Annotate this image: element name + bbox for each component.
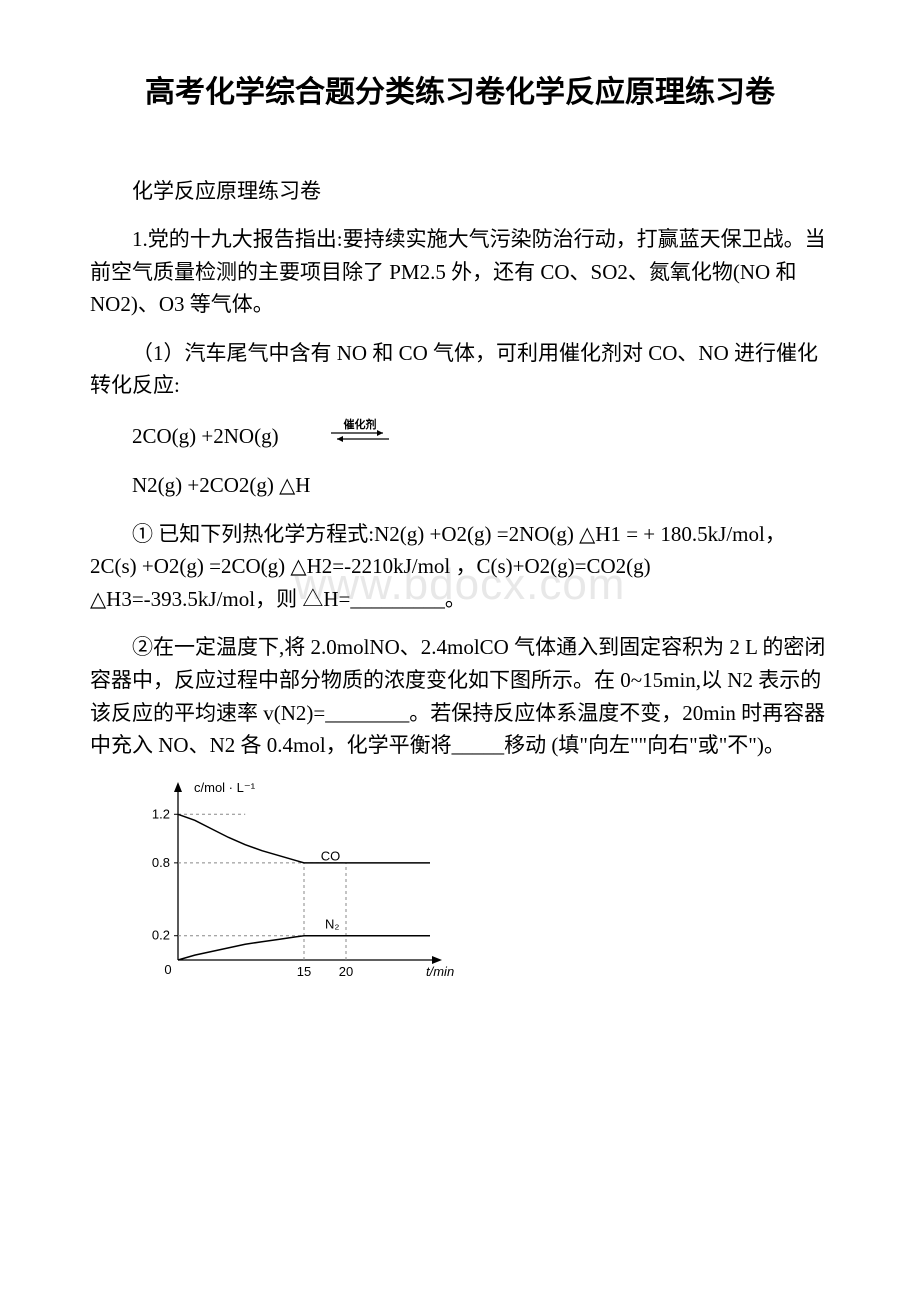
svg-text:15: 15 [297, 964, 311, 979]
svg-text:0: 0 [164, 962, 171, 977]
catalyst-label: 催化剂 [343, 418, 376, 431]
eq-right: N2(g) +2CO2(g) △H [132, 469, 830, 502]
concentration-chart: 0.2 0.8 1.2 15 20 0 CO N₂ c/mol · L⁻¹ t/min [130, 778, 830, 988]
svg-text:N₂: N₂ [325, 916, 339, 931]
q1-part1: （1）汽车尾气中含有 NO 和 CO 气体，可利用催化剂对 CO、NO 进行催化… [90, 337, 830, 402]
q1-intro: 1.党的十九大报告指出:要持续实施大气污染防治行动，打赢蓝天保卫战。当前空气质量… [90, 223, 830, 321]
page-title: 高考化学综合题分类练习卷化学反应原理练习卷 [90, 70, 830, 115]
subtitle: 化学反应原理练习卷 [90, 175, 830, 205]
svg-text:0.2: 0.2 [152, 927, 170, 942]
svg-text:CO: CO [321, 848, 341, 863]
eq-left: 2CO(g) +2NO(g) [90, 420, 279, 453]
catalyst-arrow-icon: 催化剂 [283, 418, 395, 456]
q1-sub1: ① 已知下列热化学方程式:N2(g) +O2(g) =2NO(g) △H1 = … [90, 518, 830, 616]
svg-text:t/min: t/min [426, 964, 454, 979]
equation-line1: 2CO(g) +2NO(g) 催化剂 [90, 418, 830, 456]
svg-text:1.2: 1.2 [152, 806, 170, 821]
svg-text:c/mol · L⁻¹: c/mol · L⁻¹ [194, 780, 256, 795]
q1-sub2: ②在一定温度下,将 2.0molNO、2.4molCO 气体通入到固定容积为 2… [90, 631, 830, 761]
svg-text:20: 20 [339, 964, 353, 979]
document-content: 高考化学综合题分类练习卷化学反应原理练习卷 化学反应原理练习卷 1.党的十九大报… [90, 70, 830, 988]
svg-text:0.8: 0.8 [152, 855, 170, 870]
chart-svg: 0.2 0.8 1.2 15 20 0 CO N₂ c/mol · L⁻¹ t/min [130, 778, 470, 988]
